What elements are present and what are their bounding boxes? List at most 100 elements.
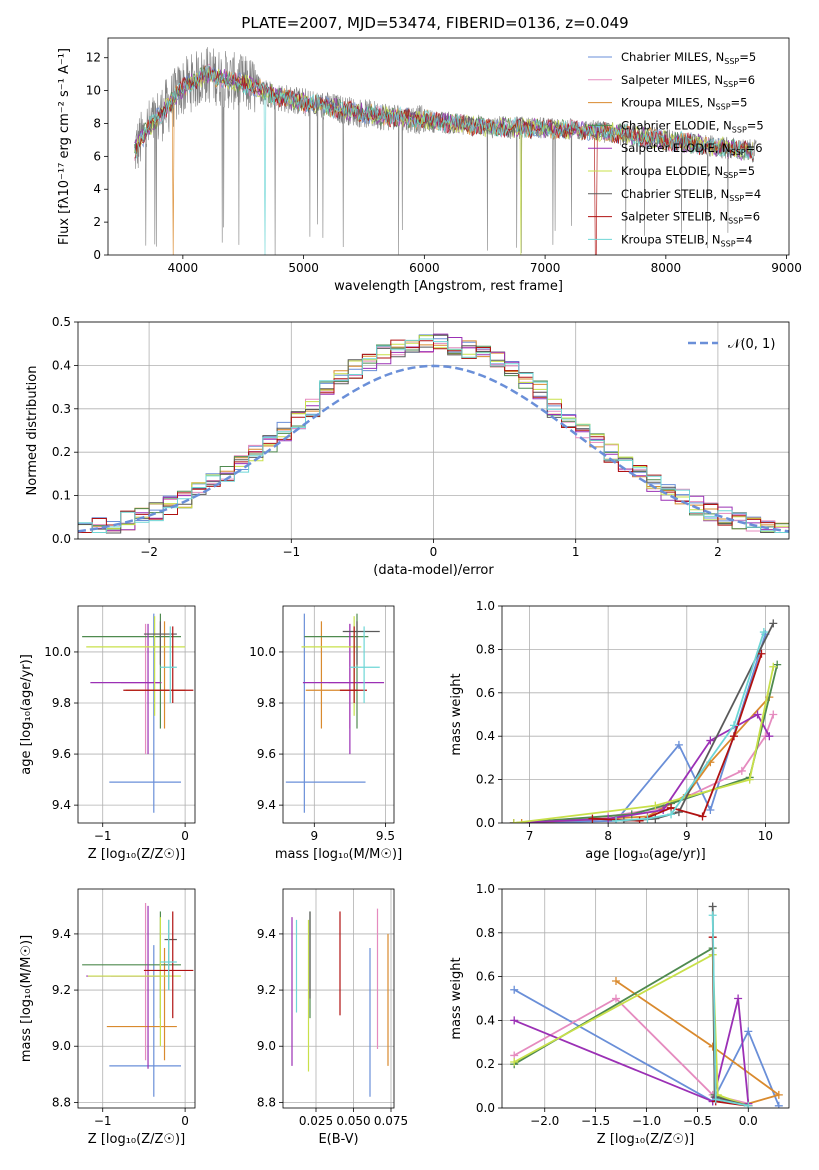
weight-marker bbox=[651, 801, 660, 810]
panel-age-vs-mass: 9 9.5 9.4 9.6 9.8 10.0 mass [log₁₀(M/M☉)] bbox=[249, 605, 402, 862]
x-axis-label: mass [log₁₀(M/M☉)] bbox=[275, 847, 402, 862]
y-tick-label: 9.8 bbox=[257, 696, 276, 710]
y-axis-label: mass weight bbox=[449, 673, 464, 755]
grid-lines bbox=[502, 605, 789, 824]
panel-spectrum: 4000 5000 6000 7000 8000 9000 0 2 4 6 8 10 12 wavelen… bbox=[57, 37, 802, 294]
weight-marker bbox=[706, 736, 715, 745]
ticks: 4000 5000 6000 7000 8000 9000 0 2 4 6 8 10 12 bbox=[86, 51, 802, 275]
weight-marker bbox=[769, 619, 778, 628]
y-tick-label: 4 bbox=[93, 182, 101, 196]
x-tick-label: −0.5 bbox=[683, 1114, 712, 1128]
x-tick-label: 0.075 bbox=[374, 1114, 408, 1128]
x-tick-label: 0 bbox=[181, 1114, 189, 1128]
weight-marker bbox=[635, 816, 644, 823]
weight-marker bbox=[708, 902, 717, 911]
weight-marker bbox=[737, 766, 746, 775]
x-tick-label: −1 bbox=[94, 829, 112, 843]
weight-marker bbox=[774, 1090, 783, 1099]
errorbar-point-3 bbox=[106, 947, 177, 1061]
y-tick-label: 0.0 bbox=[476, 816, 495, 830]
weight-marker bbox=[744, 1101, 753, 1108]
weight-marker bbox=[698, 812, 707, 821]
x-tick-label: 7 bbox=[526, 829, 534, 843]
errorbar-point-7 bbox=[342, 621, 380, 665]
axes-frame bbox=[282, 888, 395, 1109]
grid-lines bbox=[283, 889, 394, 1108]
weight-marker bbox=[588, 814, 597, 823]
weight-marker bbox=[769, 662, 778, 671]
y-tick-label: 9.4 bbox=[257, 927, 276, 941]
y-tick-label: 0.6 bbox=[476, 970, 495, 984]
errorbar-point-6 bbox=[87, 917, 181, 1047]
y-tick-label: 9.4 bbox=[52, 798, 71, 812]
weight-marker bbox=[509, 819, 518, 823]
errorbar-point-5 bbox=[86, 905, 161, 1069]
x-tick-label: −1.0 bbox=[632, 1114, 661, 1128]
weight-marker bbox=[510, 985, 519, 994]
legend-entry: Kroupa ELODIE, NSSP=5 bbox=[621, 164, 755, 180]
weight-line-3 bbox=[521, 696, 770, 823]
y-tick-label: 1.0 bbox=[476, 599, 495, 613]
y-tick-label: 0.4 bbox=[52, 358, 71, 372]
chart-title: PLATE=2007, MJD=53474, FIBERID=0136, z=0… bbox=[241, 14, 628, 32]
errorbar-point-9 bbox=[349, 626, 380, 704]
ticks: −2.0 −1.5 −1.0 −0.5 0.0 0.0 0.2 0.4 0.6 0.8 1.0 bbox=[476, 882, 758, 1128]
errorbar-point-3 bbox=[125, 621, 186, 729]
ticks: −1 0 9.4 9.6 9.8 10.0 bbox=[44, 645, 189, 843]
x-tick-label: −1.5 bbox=[581, 1114, 610, 1128]
histogram-9 bbox=[78, 338, 789, 533]
x-axis-label: Z [log₁₀(Z/Z☉)] bbox=[88, 1132, 185, 1147]
errorbar-point-9 bbox=[160, 919, 177, 991]
x-axis-label: Z [log₁₀(Z/Z☉)] bbox=[88, 847, 185, 862]
y-tick-label: 0.2 bbox=[476, 1057, 495, 1071]
model-spectrum-8 bbox=[134, 65, 754, 255]
ticks: 7 8 9 10 0.0 0.2 0.4 0.6 0.8 1.0 bbox=[476, 599, 773, 843]
errorbar-point-8 bbox=[123, 626, 194, 704]
x-tick-label: 5000 bbox=[288, 261, 319, 275]
axes-frame bbox=[282, 605, 395, 824]
y-tick-label: 0.5 bbox=[52, 315, 71, 329]
y-tick-label: 0.3 bbox=[52, 402, 71, 416]
legend: 𝒩(0, 1) bbox=[688, 337, 775, 352]
y-tick-label: 9.8 bbox=[52, 696, 71, 710]
panel-weight-vs-Z: −2.0 −1.5 −1.0 −0.5 0.0 0.0 0.2 0.4 0.6 0.8 1.0 Z [… bbox=[449, 882, 790, 1147]
weight-marker bbox=[706, 805, 715, 814]
y-tick-label: 2 bbox=[93, 215, 101, 229]
y-tick-label: 0.4 bbox=[476, 729, 495, 743]
x-tick-label: 7000 bbox=[530, 261, 561, 275]
legend-entry: Salpeter MILES, NSSP=6 bbox=[621, 73, 755, 89]
legend-entry: Kroupa MILES, NSSP=5 bbox=[621, 96, 747, 112]
weight-line-8 bbox=[592, 653, 763, 822]
axes-frame bbox=[77, 888, 196, 1109]
weight-line-6 bbox=[513, 666, 775, 823]
legend-entry: Chabrier ELODIE, NSSP=5 bbox=[621, 118, 764, 134]
legend-entry: Chabrier MILES, NSSP=5 bbox=[621, 50, 756, 66]
x-tick-label: −2.0 bbox=[530, 1114, 559, 1128]
axes-frame bbox=[77, 321, 790, 540]
weight-line-5 bbox=[513, 998, 750, 1104]
errorbar-point-9 bbox=[160, 626, 177, 704]
grid-lines bbox=[78, 321, 789, 540]
y-tick-label: 9.4 bbox=[52, 927, 71, 941]
y-tick-label: 8.8 bbox=[52, 1095, 71, 1109]
errorbar-point-6 bbox=[86, 616, 186, 716]
y-tick-label: 9.2 bbox=[257, 983, 276, 997]
plot-area bbox=[291, 908, 389, 1097]
weight-line-4 bbox=[513, 664, 779, 823]
legend-entry: Chabrier STELIB, NSSP=4 bbox=[621, 187, 761, 203]
weight-marker bbox=[510, 1058, 519, 1067]
weight-marker bbox=[744, 1027, 753, 1036]
y-tick-label: 9.0 bbox=[52, 1039, 71, 1053]
y-tick-label: 9.4 bbox=[257, 798, 276, 812]
y-tick-label: 9.6 bbox=[257, 747, 276, 761]
weight-marker bbox=[745, 775, 754, 784]
weight-marker bbox=[708, 911, 717, 920]
x-tick-label: −1 bbox=[282, 545, 300, 559]
y-tick-label: 0.0 bbox=[52, 532, 71, 546]
panel-mass-vs-Z: −1 0 8.8 9.0 9.2 9.4 Z [log₁₀(Z/Z☉)] mass [log₁… bbox=[19, 888, 196, 1147]
weight-marker bbox=[510, 1016, 519, 1025]
plot-area bbox=[510, 902, 783, 1108]
x-axis-label: Z [log₁₀(Z/Z☉)] bbox=[597, 1132, 694, 1147]
legend-entry: Salpeter STELIB, NSSP=6 bbox=[621, 210, 760, 226]
